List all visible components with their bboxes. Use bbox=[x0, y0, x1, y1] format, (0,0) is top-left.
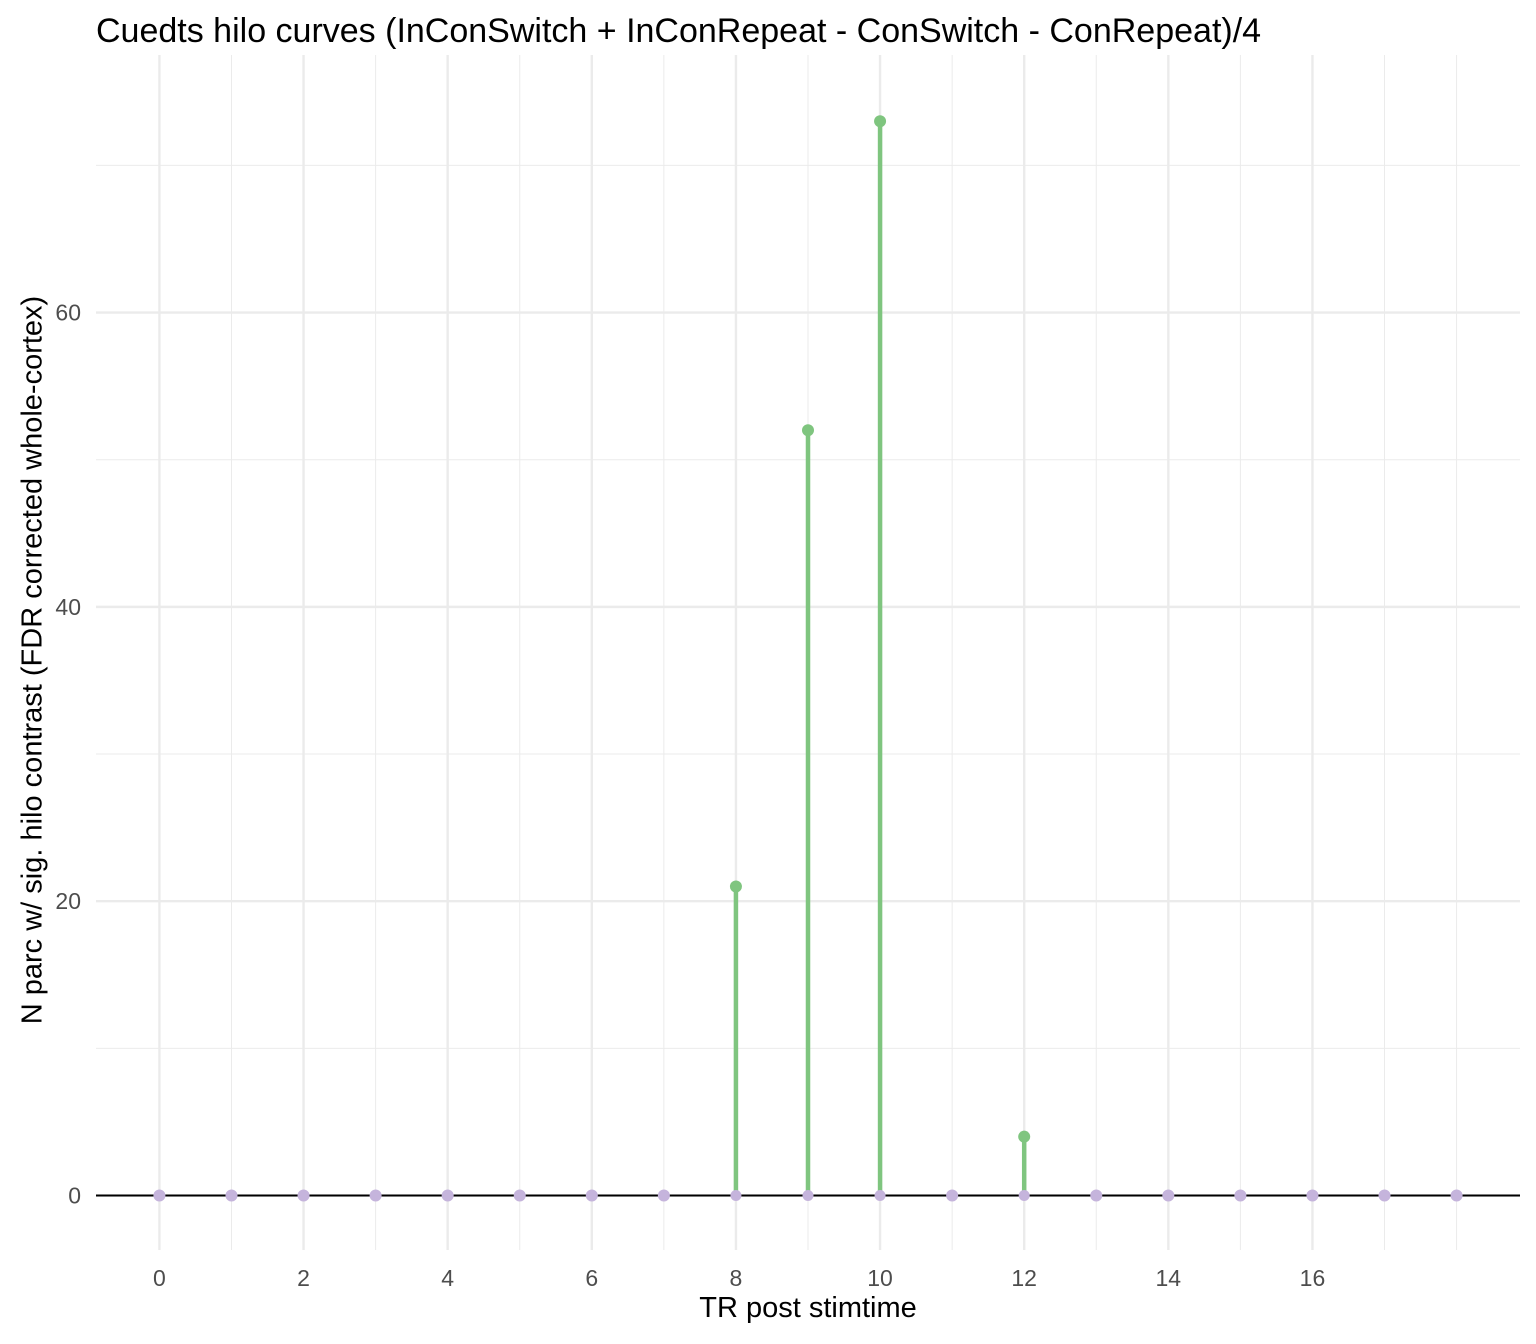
x-tick-label: 8 bbox=[730, 1265, 743, 1291]
lollipop-base-point bbox=[1018, 1190, 1030, 1202]
zero-point bbox=[1450, 1189, 1463, 1202]
y-tick-label: 60 bbox=[55, 300, 81, 326]
x-tick-label: 0 bbox=[153, 1265, 166, 1291]
zero-point bbox=[946, 1189, 959, 1202]
chart-title: Cuedts hilo curves (InConSwitch + InConR… bbox=[96, 12, 1262, 50]
zero-point bbox=[1378, 1189, 1391, 1202]
x-tick-label: 4 bbox=[441, 1265, 454, 1291]
zero-point bbox=[1090, 1189, 1103, 1202]
x-tick-label: 10 bbox=[867, 1265, 893, 1291]
x-axis-label: TR post stimtime bbox=[699, 1292, 917, 1324]
x-tick-label: 6 bbox=[585, 1265, 598, 1291]
zero-point bbox=[441, 1189, 454, 1202]
x-tick-label: 12 bbox=[1011, 1265, 1037, 1291]
zero-point bbox=[1306, 1189, 1319, 1202]
zero-point bbox=[1162, 1189, 1175, 1202]
lollipop-head bbox=[1018, 1130, 1031, 1143]
zero-point bbox=[297, 1189, 310, 1202]
lollipop-head bbox=[802, 424, 814, 437]
y-tick-label: 0 bbox=[68, 1183, 81, 1209]
y-tick-label: 20 bbox=[55, 888, 81, 914]
zero-point bbox=[369, 1189, 382, 1202]
x-tick-label: 2 bbox=[297, 1265, 310, 1291]
lollipop-base-point bbox=[730, 1190, 742, 1202]
zero-point bbox=[153, 1189, 166, 1202]
lollipop-head bbox=[729, 880, 742, 893]
y-axis-label: N parc w/ sig. hilo contrast (FDR correc… bbox=[16, 295, 49, 1025]
y-tick-label: 40 bbox=[55, 594, 81, 620]
lollipop-base-point bbox=[874, 1190, 886, 1202]
zero-point bbox=[225, 1189, 238, 1202]
lollipop-head bbox=[874, 115, 887, 128]
x-tick-label: 16 bbox=[1300, 1265, 1326, 1291]
zero-point bbox=[1234, 1189, 1247, 1202]
x-tick-label: 14 bbox=[1156, 1265, 1182, 1291]
zero-point bbox=[657, 1189, 670, 1202]
zero-point bbox=[513, 1189, 526, 1202]
zero-point bbox=[585, 1189, 598, 1202]
lollipop-base-point bbox=[802, 1190, 814, 1202]
